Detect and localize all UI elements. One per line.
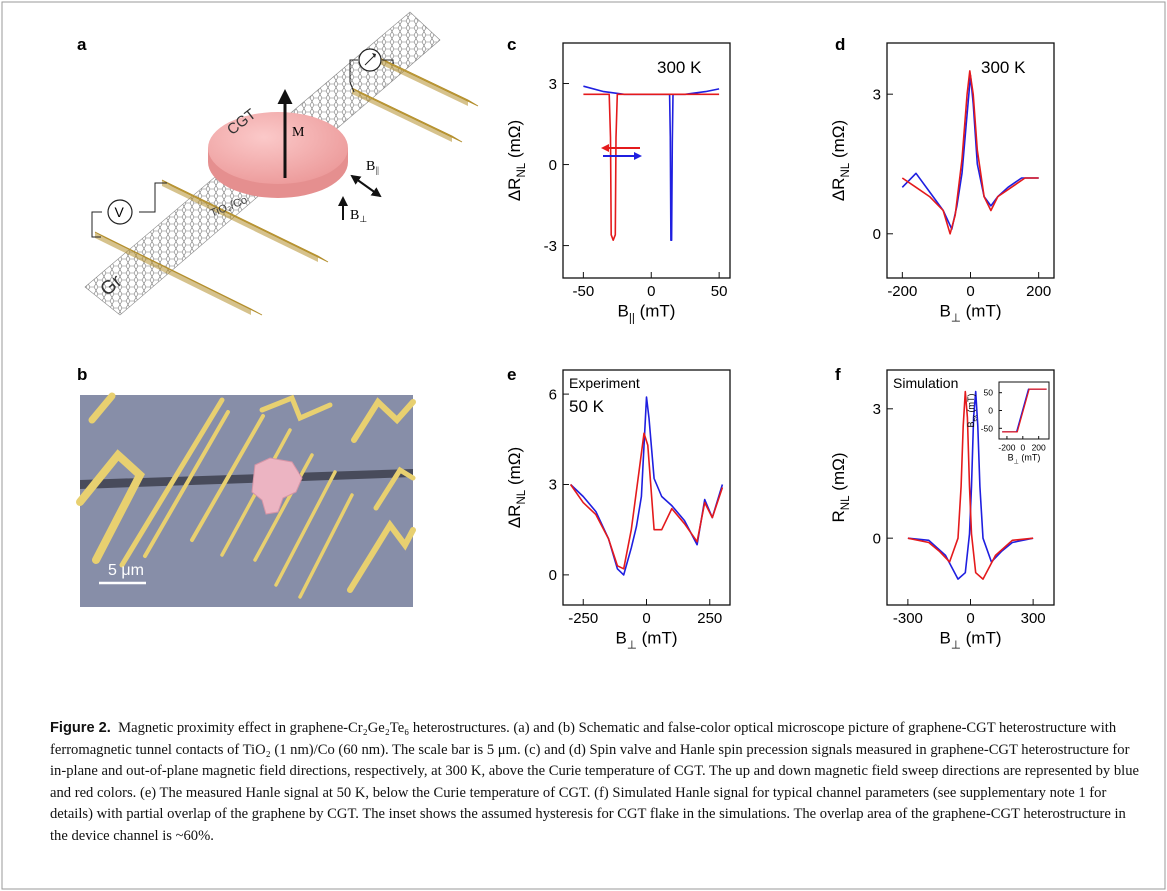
x-tick-label: 0: [642, 610, 650, 627]
y-axis-label: ΔRNL (mΩ): [829, 120, 852, 201]
micrograph-cgt-flake: [251, 457, 303, 515]
voltmeter-label: V: [115, 204, 125, 220]
y-tick-label: 0: [873, 530, 881, 547]
micrograph-electrodes: [76, 392, 416, 599]
contact-bar-top1: [351, 87, 463, 143]
contact-bar-bottom: [94, 231, 263, 316]
y-axis-label: RNL (mΩ): [829, 453, 852, 523]
voltmeter-icon: [107, 199, 133, 225]
caption-text: Magnetic proximity effect in graphene-Cr…: [50, 720, 1140, 844]
x-tick-label: -250: [568, 610, 598, 627]
x-tick-label: -300: [893, 610, 923, 627]
x-axis-label: B⊥ (mT): [1008, 453, 1041, 466]
b-perp-label: B⊥: [350, 208, 367, 224]
caption-label: Figure 2.: [50, 720, 111, 736]
annotation-temperature: 300 K: [657, 58, 702, 77]
b-parallel-label: B||: [366, 159, 379, 175]
y-tick-label: 3: [549, 76, 557, 93]
x-tick-label: 250: [697, 610, 722, 627]
y-tick-label: -3: [544, 238, 557, 255]
contact-bar-top2: [379, 57, 479, 107]
panel-letter-b: b: [77, 365, 87, 384]
panel-a-schematic: CGT M B|| B⊥ TiO₂/Co Gr V: [84, 11, 479, 316]
voltmeter-circuit: V: [91, 182, 167, 238]
panel-letter-e: e: [507, 365, 516, 384]
series-line-red: [907, 390, 1034, 580]
y-tick-label: 3: [549, 477, 557, 494]
annotation-temperature: 50 K: [569, 397, 605, 416]
x-tick-label: 50: [711, 283, 728, 300]
y-tick-label: -50: [981, 423, 994, 433]
y-tick-label: 6: [549, 386, 557, 403]
series-line-red: [901, 70, 1039, 235]
annotation-temperature: 300 K: [981, 58, 1026, 77]
x-tick-label: 0: [1020, 443, 1025, 453]
x-axis-label: B|| (mT): [618, 301, 676, 324]
cgt-flake: [208, 112, 348, 198]
y-tick-label: 0: [873, 226, 881, 243]
series-line-red: [1002, 388, 1047, 433]
contact-bar-tio2: [161, 179, 329, 263]
chart-panel-d: -200 0 200 0 3 B⊥ (mT) ΔRNL (mΩ) 300 K: [829, 42, 1055, 324]
panel-letter-c: c: [507, 35, 516, 54]
annotation-simulation: Simulation: [893, 375, 958, 391]
x-tick-label: 0: [966, 610, 974, 627]
panel-letter-f: f: [835, 365, 841, 384]
plot-frame: [562, 42, 731, 279]
chart-panel-f: -300 0 300 0 3 B⊥ (mT) RNL (mΩ) Simulation: [829, 369, 1055, 651]
scale-bar-label: 5 μm: [108, 562, 144, 579]
panel-b-micrograph: 5 μm: [76, 392, 416, 607]
series-line-red: [569, 432, 724, 570]
y-axis-label: ΔRNL (mΩ): [505, 447, 528, 528]
chart-panel-e: -250 0 250 0 3 6 B⊥ (mT) ΔRNL (mΩ) Experiment 50 …: [505, 369, 731, 651]
plot-frame: [998, 381, 1050, 440]
x-tick-label: -200: [998, 443, 1015, 453]
y-tick-label: 0: [549, 567, 557, 584]
x-axis-label: B⊥ (mT): [940, 301, 1002, 324]
y-axis-label: ΔRNL (mΩ): [505, 120, 528, 201]
x-axis-label: B⊥ (mT): [940, 628, 1002, 651]
y-tick-label: 3: [873, 86, 881, 103]
x-tick-label: 200: [1026, 283, 1051, 300]
magnetization-label: M: [292, 125, 305, 140]
y-tick-label: 3: [873, 401, 881, 418]
x-tick-label: 0: [966, 283, 974, 300]
x-tick-label: -200: [887, 283, 917, 300]
panel-letter-a: a: [77, 35, 87, 54]
x-tick-label: 0: [647, 283, 655, 300]
x-tick-label: -50: [573, 283, 595, 300]
panel-letter-d: d: [835, 35, 845, 54]
chart-panel-c: -50 0 50 -3 0 3 B|| (mT) ΔRNL (mΩ) 300 K: [505, 42, 731, 324]
x-tick-label: 200: [1032, 443, 1046, 453]
legend-arrowhead-down-sweep: [601, 144, 609, 152]
chart-panel-f-inset: -200 0 200 -50 0 50 B⊥ (mT) Bex (mT): [966, 381, 1050, 466]
x-axis-label: B⊥ (mT): [616, 628, 678, 651]
micrograph-graphene-strip: [80, 469, 413, 489]
y-tick-label: 0: [988, 405, 993, 415]
series-line-blue: [907, 390, 1034, 580]
current-source-circuit: [349, 48, 394, 93]
y-tick-label: 50: [984, 388, 994, 398]
y-axis-label: Bex (mT): [966, 394, 979, 428]
legend-arrowhead-up-sweep: [634, 152, 642, 160]
x-tick-label: 300: [1021, 610, 1046, 627]
annotation-experiment: Experiment: [569, 375, 640, 391]
b-parallel-arrow: [350, 174, 382, 198]
figure-caption: Figure 2. Magnetic proximity effect in g…: [50, 718, 1140, 848]
series-line-red: [583, 93, 720, 241]
y-tick-label: 0: [549, 157, 557, 174]
